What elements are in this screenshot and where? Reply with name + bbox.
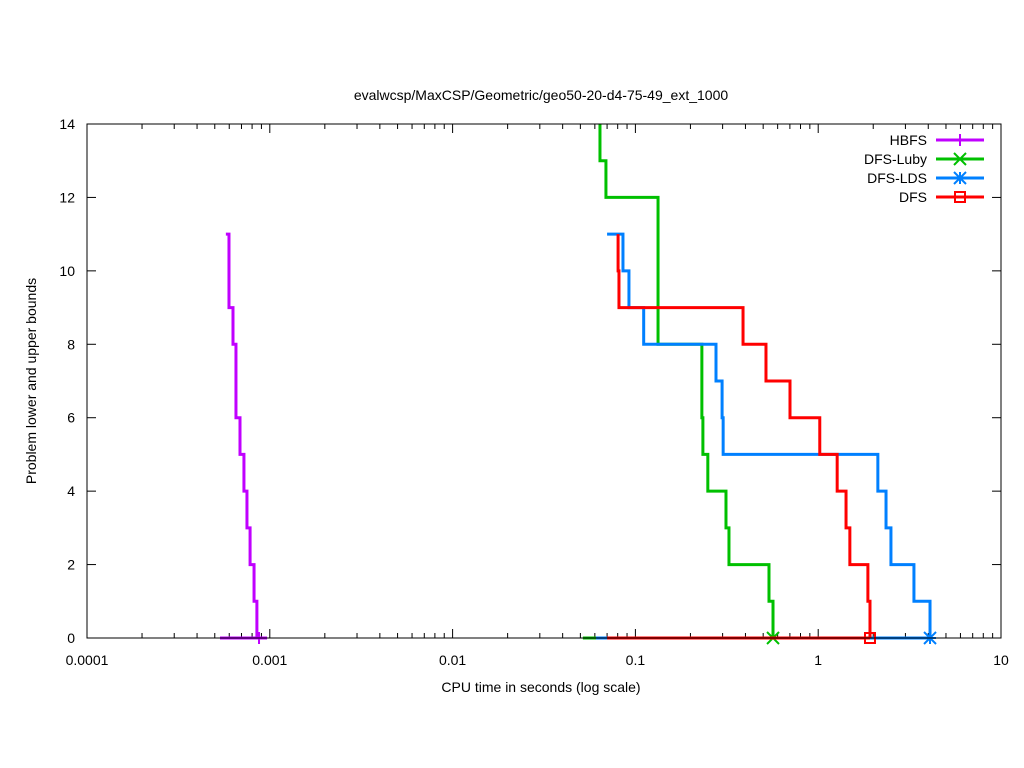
series-line-upper-dfs — [616, 234, 872, 638]
legend-label-dfs-lds: DFS-LDS — [867, 170, 927, 186]
x-tick-label: 0.001 — [252, 652, 287, 668]
series-line-upper-hbfs — [225, 232, 259, 638]
x-tick-label: 0.1 — [626, 652, 646, 668]
axes: 0.0001 0.001 0.01 0.1 1 10 0 2 4 6 8 10 12 14 — [59, 116, 1009, 668]
x-tick-label: 0.01 — [439, 652, 466, 668]
series-dfs-lds — [596, 232, 937, 645]
series-line-upper-dfs-lds — [607, 232, 932, 638]
y-tick-label: 14 — [59, 116, 75, 132]
x-axis-label: CPU time in seconds (log scale) — [441, 679, 640, 695]
y-tick-label: 12 — [59, 189, 75, 205]
y-tick-label: 8 — [67, 336, 75, 352]
legend-label-dfs-luby: DFS-Luby — [864, 151, 927, 167]
legend-marker-dfs — [954, 191, 966, 203]
plot-frame — [86, 123, 1002, 639]
y-tick-label: 6 — [67, 410, 75, 426]
y-axis-label: Problem lower and upper bounds — [23, 278, 39, 484]
y-tick-label: 2 — [67, 557, 75, 573]
legend-marker-dfs-luby — [953, 152, 967, 166]
legend-marker-dfs-lds — [953, 171, 967, 185]
plot-area — [219, 124, 937, 645]
x-tick-label: 10 — [993, 652, 1009, 668]
x-tick-label: 1 — [814, 652, 822, 668]
legend-label-dfs: DFS — [899, 189, 927, 205]
legend: HBFS DFS-Luby DFS-LDS DFS — [864, 132, 984, 205]
x-tick-label: 0.0001 — [66, 652, 109, 668]
series-dfs — [607, 234, 876, 644]
legend-marker-hbfs — [954, 134, 966, 146]
series-hbfs — [219, 232, 268, 644]
series-dfs-luby — [582, 124, 780, 645]
chart-title: evalwcsp/MaxCSP/Geometric/geo50-20-d4-75… — [354, 87, 729, 103]
legend-label-hbfs: HBFS — [890, 132, 927, 148]
series-line-upper-dfs-luby — [598, 124, 775, 638]
y-tick-label: 0 — [67, 630, 75, 646]
y-tick-label: 4 — [67, 483, 75, 499]
y-tick-label: 10 — [59, 263, 75, 279]
